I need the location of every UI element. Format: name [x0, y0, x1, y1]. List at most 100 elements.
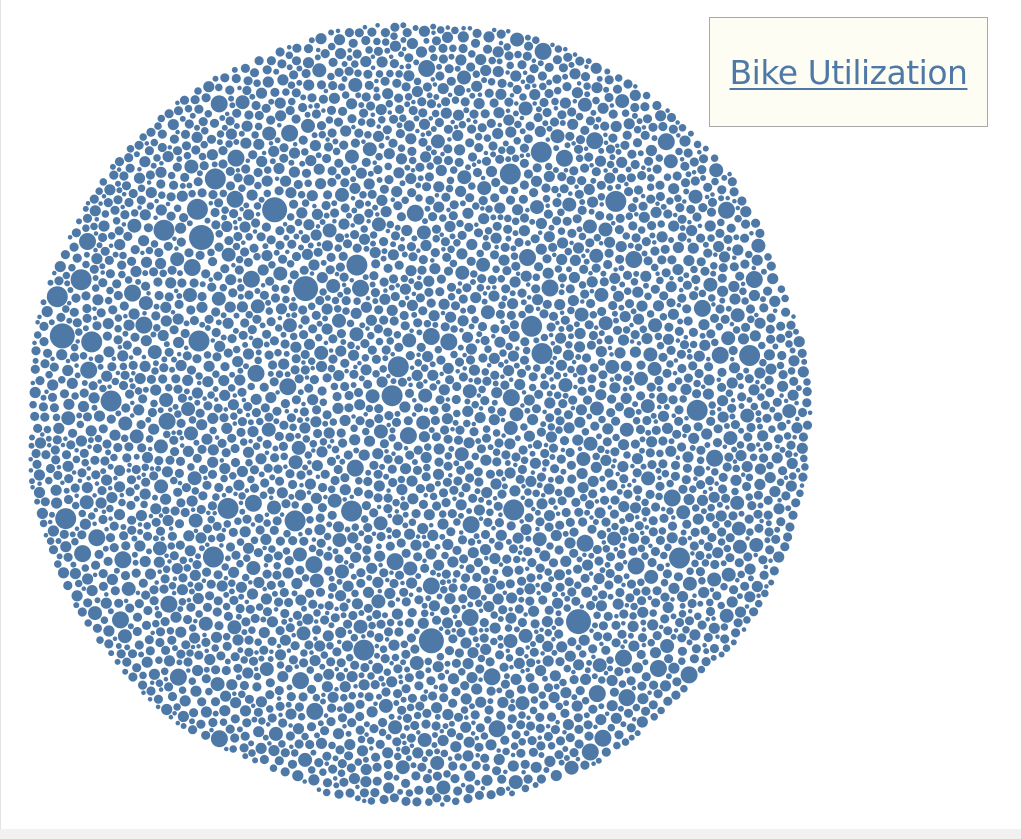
bubble[interactable]	[469, 703, 475, 710]
bubble[interactable]	[618, 439, 630, 451]
bubble[interactable]	[460, 721, 472, 733]
bubble[interactable]	[466, 238, 478, 251]
bubble[interactable]	[669, 275, 674, 281]
bubble[interactable]	[434, 193, 440, 198]
bubble[interactable]	[567, 306, 575, 315]
bubble[interactable]	[420, 694, 428, 702]
bubble[interactable]	[661, 422, 674, 434]
bubble[interactable]	[125, 487, 135, 497]
bubble[interactable]	[683, 272, 690, 279]
bubble[interactable]	[714, 481, 719, 486]
bubble[interactable]	[457, 230, 467, 240]
bubble[interactable]	[141, 590, 151, 600]
bubble[interactable]	[97, 486, 107, 496]
bubble[interactable]	[191, 131, 203, 143]
bubble[interactable]	[170, 506, 180, 516]
bubble[interactable]	[56, 553, 63, 560]
bubble[interactable]	[547, 423, 556, 431]
bubble[interactable]	[723, 234, 733, 244]
bubble[interactable]	[689, 157, 699, 167]
bubble[interactable]	[535, 306, 541, 312]
bubble[interactable]	[346, 671, 358, 683]
bubble[interactable]	[632, 416, 641, 425]
bubble[interactable]	[472, 70, 481, 78]
bubble[interactable]	[341, 296, 351, 306]
bubble[interactable]	[124, 644, 131, 651]
bubble[interactable]	[172, 162, 182, 172]
bubble[interactable]	[429, 405, 439, 415]
bubble[interactable]	[432, 501, 442, 511]
bubble[interactable]	[72, 253, 82, 263]
bubble[interactable]	[465, 138, 475, 148]
bubble[interactable]	[365, 296, 371, 301]
bubble[interactable]	[631, 112, 638, 119]
bubble[interactable]	[667, 521, 678, 531]
bubble[interactable]	[104, 255, 114, 265]
bubble[interactable]	[676, 302, 682, 308]
bubble[interactable]	[435, 287, 445, 297]
bubble[interactable]	[230, 443, 240, 454]
bubble[interactable]	[186, 597, 192, 603]
bubble[interactable]	[384, 637, 390, 642]
bubble[interactable]	[530, 234, 540, 244]
bubble[interactable]	[204, 168, 226, 190]
bubble[interactable]	[467, 26, 473, 31]
bubble[interactable]	[196, 644, 201, 649]
bubble[interactable]	[698, 319, 710, 331]
bubble[interactable]	[537, 735, 543, 740]
bubble[interactable]	[345, 653, 354, 662]
bubble[interactable]	[385, 99, 394, 108]
bubble[interactable]	[431, 224, 442, 234]
bubble[interactable]	[291, 501, 300, 509]
bubble[interactable]	[241, 617, 251, 627]
bubble[interactable]	[597, 530, 607, 540]
bubble[interactable]	[461, 573, 471, 583]
bubble[interactable]	[480, 396, 490, 406]
bubble[interactable]	[336, 658, 346, 668]
bubble[interactable]	[388, 284, 395, 291]
bubble[interactable]	[574, 739, 584, 749]
bubble[interactable]	[259, 322, 266, 329]
bubble[interactable]	[225, 166, 235, 176]
bubble[interactable]	[596, 75, 603, 82]
bubble[interactable]	[151, 517, 161, 527]
bubble[interactable]	[488, 56, 497, 65]
bubble[interactable]	[172, 403, 179, 410]
bubble[interactable]	[591, 167, 601, 177]
bubble[interactable]	[202, 480, 212, 490]
bubble[interactable]	[783, 398, 789, 404]
bubble[interactable]	[79, 233, 96, 250]
bubble[interactable]	[47, 379, 59, 391]
bubble[interactable]	[282, 567, 294, 579]
bubble[interactable]	[718, 251, 731, 263]
bubble[interactable]	[228, 588, 235, 595]
bubble[interactable]	[544, 522, 554, 532]
bubble[interactable]	[455, 185, 467, 197]
bubble[interactable]	[411, 771, 421, 781]
bubble[interactable]	[154, 290, 164, 301]
bubble[interactable]	[69, 352, 80, 362]
bubble[interactable]	[282, 221, 288, 227]
bubble[interactable]	[274, 186, 284, 196]
bubble[interactable]	[343, 450, 353, 460]
bubble[interactable]	[515, 646, 525, 657]
bubble[interactable]	[552, 55, 563, 65]
bubble[interactable]	[536, 659, 541, 665]
bubble[interactable]	[252, 314, 262, 324]
bubble[interactable]	[205, 687, 213, 696]
bubble[interactable]	[451, 797, 460, 806]
bubble[interactable]	[365, 46, 373, 54]
bubble[interactable]	[461, 609, 479, 626]
bubble[interactable]	[702, 388, 715, 400]
bubble[interactable]	[766, 313, 776, 323]
bubble[interactable]	[433, 559, 445, 571]
bubble[interactable]	[392, 514, 404, 526]
bubble[interactable]	[611, 638, 621, 648]
bubble[interactable]	[274, 137, 281, 144]
bubble[interactable]	[490, 232, 502, 244]
bubble[interactable]	[362, 274, 369, 281]
bubble[interactable]	[666, 197, 674, 205]
bubble[interactable]	[475, 599, 483, 608]
bubble[interactable]	[737, 196, 747, 206]
bubble[interactable]	[188, 624, 197, 632]
